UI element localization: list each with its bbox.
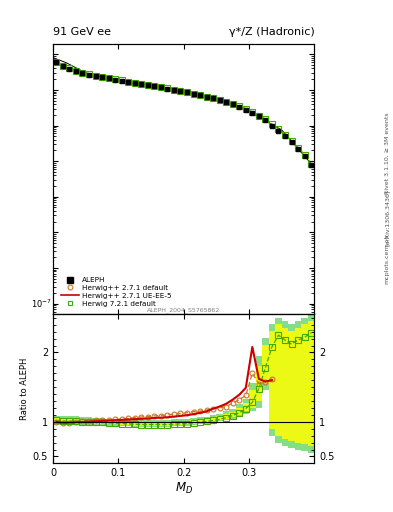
Text: 91 GeV ee: 91 GeV ee [53,27,111,37]
Text: mcplots.cern.ch: mcplots.cern.ch [385,233,389,284]
Text: ALEPH_2004_S5765862: ALEPH_2004_S5765862 [147,307,220,313]
X-axis label: $M_D$: $M_D$ [174,481,193,496]
Legend: ALEPH, Herwig++ 2.7.1 default, Herwig++ 2.7.1 UE-EE-5, Herwig 7.2.1 default: ALEPH, Herwig++ 2.7.1 default, Herwig++ … [59,275,173,308]
Text: Rivet 3.1.10, ≥ 3M events: Rivet 3.1.10, ≥ 3M events [385,113,389,195]
Y-axis label: Ratio to ALEPH: Ratio to ALEPH [20,358,29,420]
Text: γ*/Z (Hadronic): γ*/Z (Hadronic) [229,27,314,37]
Text: [arXiv:1306.3436]: [arXiv:1306.3436] [385,189,389,246]
Text: $10^{-7}$: $10^{-7}$ [31,297,52,310]
